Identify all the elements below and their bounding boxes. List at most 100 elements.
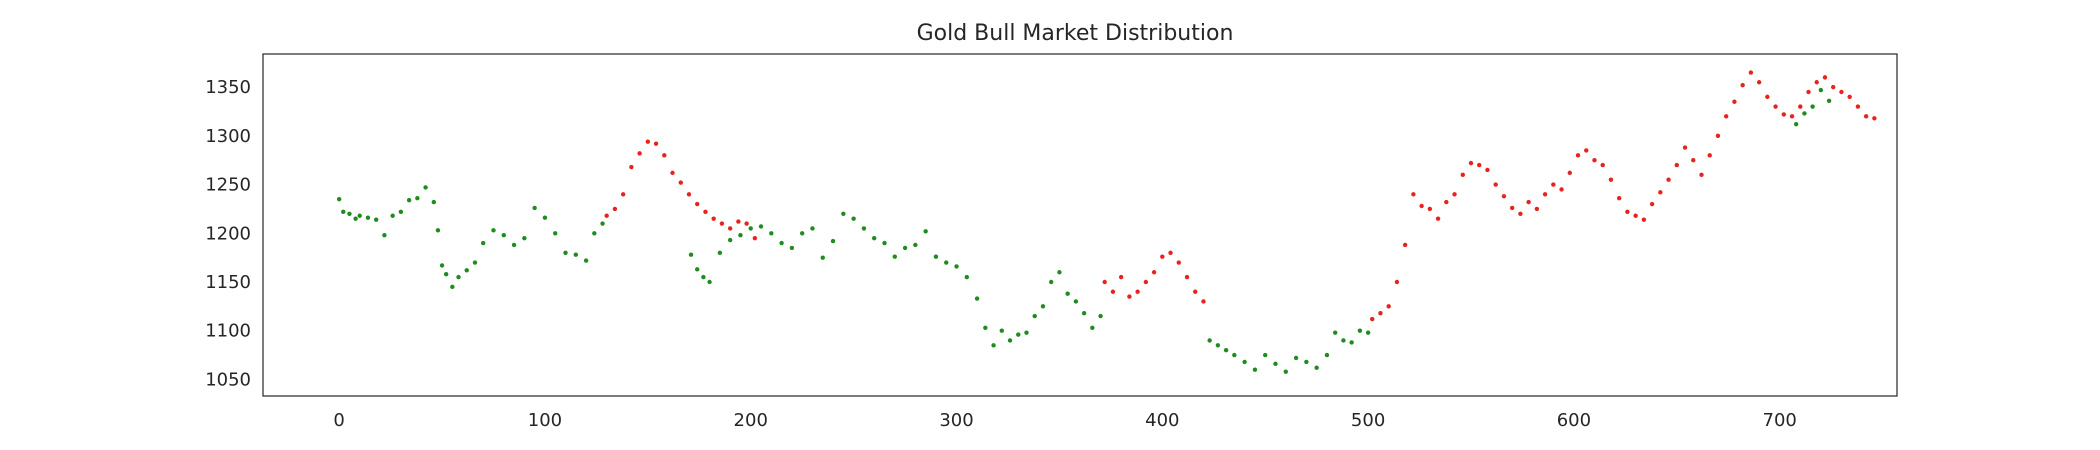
y-tick-label: 1200 bbox=[205, 223, 251, 244]
data-point bbox=[1143, 279, 1149, 285]
data-point bbox=[703, 209, 708, 215]
data-point bbox=[752, 235, 758, 241]
data-point bbox=[522, 235, 527, 241]
y-tick-label: 1150 bbox=[205, 272, 251, 293]
data-point bbox=[1649, 201, 1655, 207]
data-point bbox=[1341, 338, 1346, 343]
data-point bbox=[653, 141, 659, 146]
data-point bbox=[1863, 114, 1869, 119]
chart-title: Gold Bull Market Distribution bbox=[917, 21, 1234, 46]
data-point bbox=[1273, 361, 1278, 367]
data-point bbox=[1682, 145, 1688, 150]
data-point bbox=[1822, 75, 1828, 80]
data-point bbox=[1394, 279, 1400, 285]
data-point bbox=[1283, 369, 1288, 374]
data-point bbox=[1575, 153, 1581, 158]
data-points bbox=[336, 70, 1877, 374]
data-point bbox=[1232, 352, 1237, 358]
data-point bbox=[1559, 187, 1564, 192]
data-point bbox=[1127, 294, 1132, 299]
data-point bbox=[810, 226, 815, 231]
data-point bbox=[1460, 172, 1465, 178]
data-point bbox=[1151, 270, 1157, 275]
data-point bbox=[1658, 190, 1663, 195]
data-point bbox=[1847, 94, 1852, 100]
data-point bbox=[872, 235, 877, 241]
data-point bbox=[719, 221, 725, 226]
data-point bbox=[1748, 70, 1754, 75]
data-point bbox=[1252, 367, 1258, 372]
data-point bbox=[1048, 279, 1054, 285]
data-point bbox=[612, 206, 618, 212]
data-point bbox=[1608, 177, 1614, 182]
data-point bbox=[464, 268, 469, 273]
data-point bbox=[1633, 213, 1638, 218]
data-point bbox=[1073, 299, 1079, 304]
x-tick-label: 700 bbox=[1763, 410, 1797, 431]
data-point bbox=[999, 328, 1004, 333]
data-point bbox=[1040, 304, 1046, 309]
y-tick-label: 1250 bbox=[205, 175, 251, 196]
data-point bbox=[1349, 340, 1354, 345]
data-point bbox=[1715, 133, 1721, 139]
data-point bbox=[1427, 206, 1433, 212]
data-point bbox=[954, 264, 959, 269]
data-point bbox=[1691, 158, 1696, 163]
data-point bbox=[1215, 343, 1221, 348]
data-point bbox=[1756, 80, 1762, 85]
data-point bbox=[1242, 359, 1247, 365]
data-point bbox=[748, 226, 753, 231]
data-point bbox=[357, 213, 362, 218]
data-point bbox=[1435, 216, 1441, 221]
data-point bbox=[1542, 192, 1548, 197]
data-point bbox=[1518, 211, 1523, 216]
data-point bbox=[341, 209, 346, 215]
data-point bbox=[1118, 274, 1124, 280]
data-point bbox=[1102, 279, 1107, 285]
data-point bbox=[620, 192, 626, 197]
data-point bbox=[1081, 310, 1087, 316]
data-point bbox=[1090, 325, 1095, 330]
data-point bbox=[861, 226, 867, 231]
x-tick-label: 100 bbox=[528, 410, 562, 431]
data-point bbox=[1324, 352, 1330, 358]
data-point bbox=[629, 164, 634, 170]
data-point bbox=[450, 284, 455, 290]
data-point bbox=[1584, 148, 1589, 153]
data-point bbox=[480, 240, 486, 246]
data-point bbox=[406, 197, 412, 203]
data-point bbox=[1551, 182, 1556, 187]
data-point bbox=[491, 228, 496, 233]
data-point bbox=[1802, 111, 1807, 116]
data-point bbox=[717, 250, 723, 255]
data-point bbox=[1814, 80, 1819, 85]
data-point bbox=[1526, 199, 1531, 205]
data-point bbox=[1723, 114, 1729, 119]
data-point bbox=[913, 242, 918, 248]
data-point bbox=[1798, 104, 1803, 109]
data-point bbox=[336, 196, 342, 202]
data-point bbox=[1781, 112, 1787, 117]
data-point bbox=[1293, 355, 1299, 361]
data-point bbox=[1160, 254, 1165, 259]
data-point bbox=[701, 274, 706, 280]
data-point bbox=[758, 224, 764, 229]
data-point bbox=[944, 260, 949, 265]
data-point bbox=[1793, 121, 1799, 127]
data-point bbox=[1304, 359, 1309, 365]
data-point bbox=[415, 196, 420, 201]
data-point bbox=[1818, 87, 1824, 93]
data-point bbox=[1826, 98, 1832, 103]
data-point bbox=[1452, 192, 1457, 197]
y-axis-ticks: 1050 1100 1150 1200 1250 1300 1350 bbox=[205, 77, 251, 390]
data-point bbox=[1567, 170, 1572, 176]
x-tick-label: 400 bbox=[1145, 410, 1179, 431]
data-point bbox=[532, 205, 537, 211]
data-point bbox=[1509, 205, 1515, 211]
data-point bbox=[1007, 338, 1013, 343]
data-point bbox=[1839, 89, 1844, 95]
data-point bbox=[1065, 291, 1070, 296]
y-tick-label: 1350 bbox=[205, 77, 251, 98]
data-point bbox=[1207, 338, 1212, 343]
